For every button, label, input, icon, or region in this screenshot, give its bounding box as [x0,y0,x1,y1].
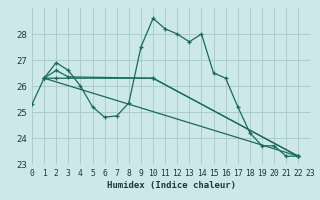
X-axis label: Humidex (Indice chaleur): Humidex (Indice chaleur) [107,181,236,190]
